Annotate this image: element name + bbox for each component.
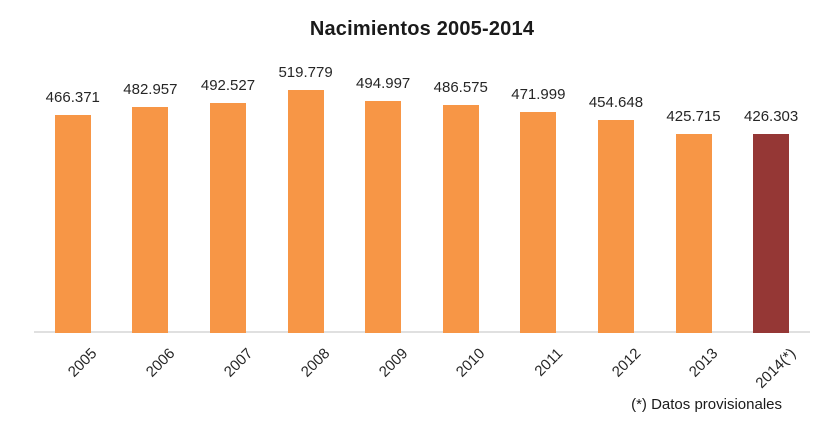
x-axis-label: 2007 xyxy=(220,345,257,381)
value-label: 519.779 xyxy=(278,64,333,81)
footnote: (*) Datos provisionales xyxy=(631,396,782,413)
x-axis-label: 2009 xyxy=(375,345,412,381)
value-label: 486.575 xyxy=(433,79,488,96)
x-tick: 2007 xyxy=(189,337,267,395)
bar xyxy=(597,120,634,333)
x-tick: 2009 xyxy=(344,337,422,395)
bar xyxy=(753,134,790,333)
x-tick: 2005 xyxy=(34,337,112,395)
bar-slot: 471.999 xyxy=(500,33,578,333)
x-axis-line xyxy=(34,331,810,333)
bar-slot: 492.527 xyxy=(189,33,267,333)
value-label: 471.999 xyxy=(511,86,566,103)
bar-slot: 425.715 xyxy=(655,33,733,333)
x-tick: 2010 xyxy=(422,337,500,395)
value-label: 466.371 xyxy=(45,89,100,106)
chart-title: Nacimientos 2005-2014 xyxy=(309,18,535,40)
x-axis-label: 2013 xyxy=(685,345,722,381)
value-label: 494.997 xyxy=(356,75,411,92)
x-axis-label: 2005 xyxy=(65,345,101,381)
value-label: 426.303 xyxy=(744,108,799,125)
bar-slot: 482.957 xyxy=(112,33,190,333)
bar xyxy=(54,115,91,333)
bar-slot: 426.303 xyxy=(732,33,810,333)
x-axis-label: 2011 xyxy=(531,345,567,380)
x-tick: 2006 xyxy=(112,337,190,395)
bar xyxy=(520,112,557,333)
x-tick: 2014(*) xyxy=(732,337,810,395)
bar xyxy=(675,134,712,333)
x-tick: 2012 xyxy=(577,337,655,395)
x-tick: 2011 xyxy=(500,337,578,395)
bar-slot: 519.779 xyxy=(267,33,345,333)
bar xyxy=(365,101,402,333)
bar-slot: 486.575 xyxy=(422,33,500,333)
x-tick: 2008 xyxy=(267,337,345,395)
value-label: 454.648 xyxy=(588,94,644,111)
x-axis-label: 2012 xyxy=(608,345,644,381)
x-axis-label: 2010 xyxy=(453,345,489,381)
bar xyxy=(209,103,246,333)
x-tick: 2013 xyxy=(655,337,733,395)
x-axis-row: 2005 2006 2007 2008 2009 2010 2011 2012 2013 2014… xyxy=(34,337,810,395)
value-label: 425.715 xyxy=(666,108,721,125)
bar-slot: 454.648 xyxy=(577,33,655,333)
value-label: 482.957 xyxy=(123,81,178,98)
bar-slot: 466.371 xyxy=(34,33,112,333)
bars-row: 466.371 482.957 492.527 519.779 494.997 486.5… xyxy=(34,33,810,333)
x-axis-label: 2008 xyxy=(297,345,334,381)
x-axis-label: 2006 xyxy=(142,345,179,381)
x-axis-label: 2014(*) xyxy=(752,345,800,392)
bar-slot: 494.997 xyxy=(344,33,422,333)
bar xyxy=(287,90,324,333)
value-label: 492.527 xyxy=(200,77,256,94)
bar xyxy=(442,105,479,333)
bar xyxy=(132,107,169,333)
